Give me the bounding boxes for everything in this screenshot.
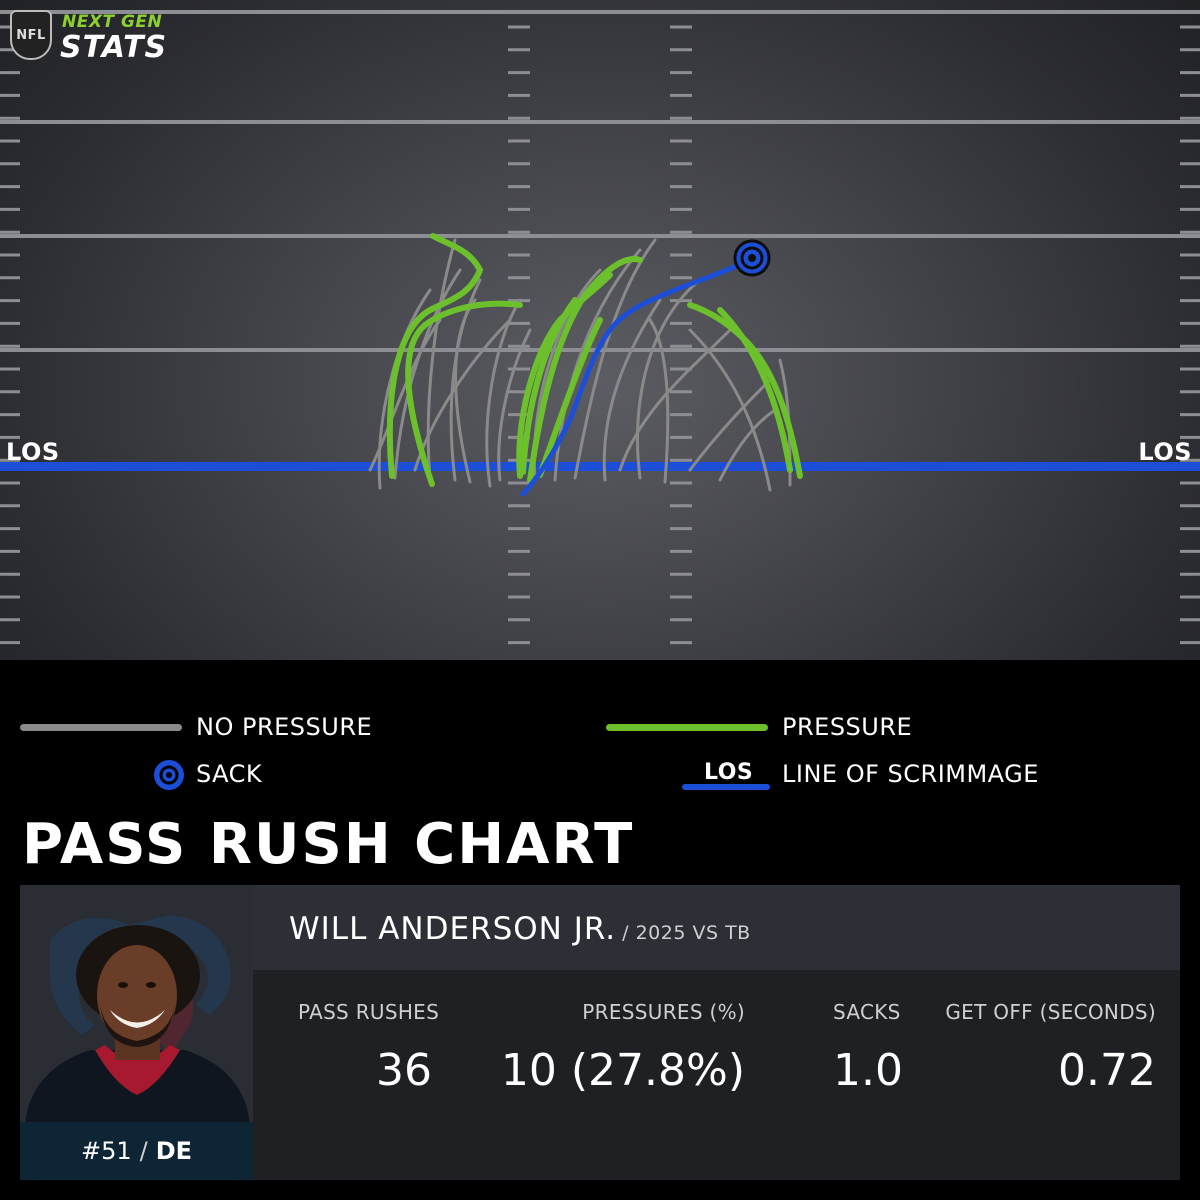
player-meta: / 2025 VS TB: [622, 922, 751, 944]
legend-no-pressure-label: NO PRESSURE: [196, 713, 373, 741]
sack-target-icon: [733, 239, 771, 277]
brand-line-2: STATS: [60, 30, 168, 65]
no-pressure-route: [618, 328, 732, 472]
no-pressure-route: [393, 268, 462, 480]
next-gen-stats-logo: NFL NEXT GEN STATS: [10, 8, 180, 65]
stat-value-get-off: 0.72: [1058, 1045, 1156, 1096]
player-name: WILL ANDERSON JR.: [289, 911, 617, 947]
sack-route: [520, 259, 748, 497]
yard-lines: [0, 10, 1200, 352]
stat-value-pressures: 10 (27.8%): [500, 1045, 745, 1096]
player-photo: [25, 925, 250, 1125]
hash-marks: [0, 25, 1200, 645]
no-pressure-route: [368, 318, 442, 472]
yard-line: [0, 10, 1200, 14]
no-pressure-route: [454, 298, 477, 484]
no-pressure-route: [573, 238, 657, 480]
no-pressure-route: [485, 298, 522, 488]
legend-los-line: [682, 784, 770, 790]
player-card: #51 / DE WILL ANDERSON JR./ 2025 VS TB P…: [20, 885, 1180, 1180]
los-label-left: LOS: [6, 438, 60, 466]
pressure-route: [717, 307, 793, 473]
stat-value-pass-rushes: 36: [376, 1045, 432, 1096]
legend-no-pressure-line: [20, 724, 182, 731]
no-pressure-route: [636, 278, 702, 480]
player-name-line: WILL ANDERSON JR./ 2025 VS TB: [289, 911, 751, 947]
legend-pressure-line: [606, 724, 768, 731]
line-of-scrimmage: [0, 462, 1200, 471]
field-graphic: [0, 10, 1200, 645]
player-number: #51: [80, 1137, 132, 1165]
pressure-route: [516, 272, 613, 479]
stat-value-sacks: 1.0: [833, 1045, 903, 1096]
no-pressure-route: [688, 328, 772, 492]
stat-label-pressures: PRESSURES (%): [582, 1000, 745, 1024]
player-photo-panel: #51 / DE: [20, 885, 253, 1180]
no-pressure-route: [688, 378, 772, 472]
no-pressure-route: [426, 238, 457, 480]
pressure-route: [520, 297, 578, 475]
stat-label-get-off: GET OFF (SECONDS): [945, 1000, 1156, 1024]
legend-los-label: LINE OF SCRIMMAGE: [782, 760, 1039, 788]
no-pressure-route: [718, 408, 777, 482]
no-pressure-route: [602, 298, 662, 482]
pressure-routes: [386, 233, 803, 487]
player-number-position: #51 / DE: [20, 1122, 253, 1180]
pressure-route: [386, 233, 484, 479]
yard-line: [0, 234, 1200, 238]
chart-title: PASS RUSH CHART: [22, 812, 635, 877]
pressure-route: [527, 256, 643, 483]
no-pressure-route: [553, 248, 642, 482]
pressure-route: [405, 300, 523, 487]
legend-los-icon-text: LOS: [704, 760, 754, 785]
yard-line: [0, 120, 1200, 124]
player-name-bar: WILL ANDERSON JR./ 2025 VS TB: [253, 885, 1180, 970]
sack-route: [520, 259, 748, 497]
pressure-route: [537, 317, 603, 478]
no-pressure-route: [497, 328, 532, 482]
los-label-right: LOS: [1138, 438, 1192, 466]
legend-sack-icon: [154, 760, 184, 790]
stat-label-pass-rushes: PASS RUSHES: [298, 1000, 440, 1024]
no-pressure-route: [377, 288, 432, 490]
no-pressure-route: [532, 268, 602, 480]
no-pressure-route: [648, 318, 670, 484]
legend-sack-label: SACK: [196, 760, 263, 788]
nfl-shield-icon: NFL: [10, 10, 52, 60]
player-info-panel: WILL ANDERSON JR./ 2025 VS TB PASS RUSHE…: [253, 885, 1180, 1180]
stat-label-sacks: SACKS: [833, 1000, 901, 1024]
player-position: DE: [155, 1137, 193, 1165]
legend-pressure-label: PRESSURE: [782, 713, 913, 741]
pass-rush-field: LOS LOS NFL NEXT GEN STATS: [0, 0, 1200, 660]
brand-line-1: NEXT GEN: [62, 12, 163, 32]
